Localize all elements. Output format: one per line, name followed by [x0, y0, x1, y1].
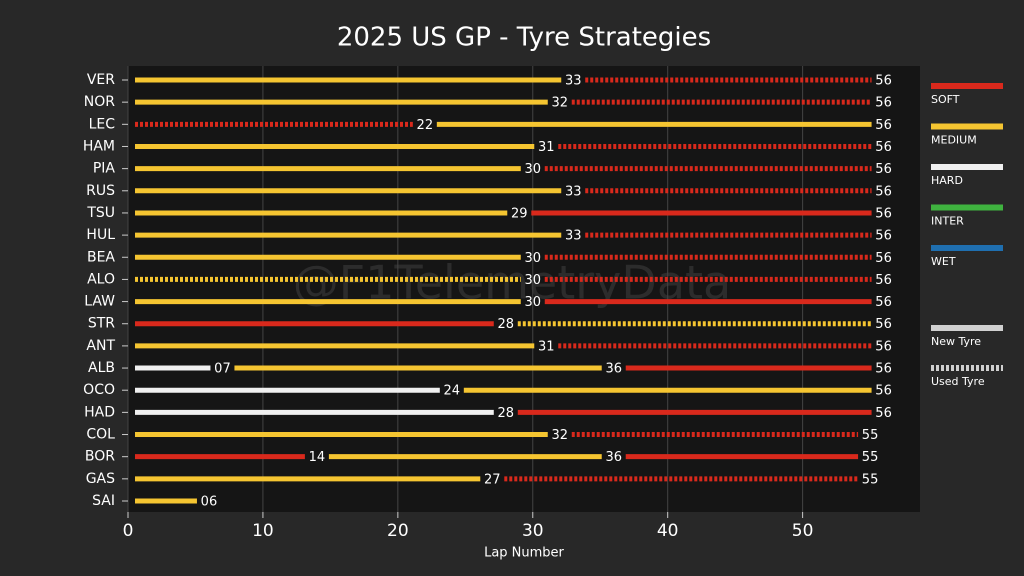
driver-label: OCO — [83, 382, 115, 398]
legend-label: Used Tyre — [931, 375, 985, 388]
stint-end-label: 14 — [309, 450, 326, 465]
driver-label: NOR — [84, 94, 115, 110]
stint-end-label: 56 — [875, 96, 892, 111]
legend-label: INTER — [931, 215, 964, 228]
stint-end-label: 31 — [538, 339, 555, 354]
legend-label: SOFT — [931, 93, 960, 106]
legend-label: HARD — [931, 174, 963, 187]
stint-end-label: 56 — [875, 229, 892, 244]
stint-end-label: 56 — [875, 74, 892, 89]
stint-end-label: 56 — [875, 362, 892, 377]
driver-label: ALB — [88, 360, 115, 376]
stint-end-label: 56 — [875, 140, 892, 155]
driver-label: TSU — [86, 205, 115, 221]
stint-end-label: 28 — [498, 317, 515, 332]
stint-end-label: 28 — [498, 406, 515, 421]
stint-end-label: 33 — [565, 74, 582, 89]
driver-label: ALO — [87, 271, 115, 287]
driver-label: BEA — [87, 249, 115, 265]
stint-end-label: 30 — [524, 273, 541, 288]
stint-end-label: 27 — [484, 472, 501, 487]
driver-label: ANT — [86, 338, 115, 354]
driver-label: LAW — [84, 294, 115, 310]
stint-end-label: 07 — [214, 362, 231, 377]
stint-end-label: 24 — [444, 384, 461, 399]
stint-end-label: 30 — [524, 251, 541, 266]
stint-end-label: 55 — [862, 450, 879, 465]
stint-end-label: 31 — [538, 140, 555, 155]
legend-label: WET — [931, 255, 956, 268]
legend-label: MEDIUM — [931, 134, 977, 147]
stint-end-label: 56 — [875, 251, 892, 266]
x-tick-label: 30 — [522, 521, 544, 541]
driver-label: GAS — [86, 471, 115, 487]
chart-title: 2025 US GP - Tyre Strategies — [337, 23, 711, 53]
stint-end-label: 55 — [862, 428, 879, 443]
stint-end-label: 30 — [524, 295, 541, 310]
driver-label: PIA — [93, 161, 116, 177]
x-tick-label: 0 — [123, 521, 134, 541]
driver-label: HAM — [83, 138, 115, 154]
driver-label: RUS — [86, 183, 115, 199]
stint-end-label: 36 — [605, 450, 622, 465]
x-tick-label: 40 — [657, 521, 679, 541]
stint-end-label: 29 — [511, 206, 528, 221]
stint-end-label: 32 — [551, 96, 568, 111]
stint-end-label: 33 — [565, 229, 582, 244]
driver-label: HAD — [84, 404, 115, 420]
stint-end-label: 56 — [875, 162, 892, 177]
stint-end-label: 56 — [875, 406, 892, 421]
driver-label: COL — [86, 427, 115, 443]
stint-end-label: 56 — [875, 206, 892, 221]
stint-end-label: 30 — [524, 162, 541, 177]
stint-end-label: 32 — [551, 428, 568, 443]
driver-label: STR — [88, 316, 115, 332]
stint-end-label: 56 — [875, 317, 892, 332]
driver-label: SAI — [92, 493, 115, 509]
stint-end-label: 55 — [862, 472, 879, 487]
stint-end-label: 22 — [417, 118, 434, 133]
stint-end-label: 33 — [565, 184, 582, 199]
stint-end-label: 56 — [875, 273, 892, 288]
driver-label: LEC — [89, 116, 116, 132]
driver-label: BOR — [85, 449, 115, 465]
x-axis-label: Lap Number — [484, 546, 564, 561]
driver-label: HUL — [86, 227, 115, 243]
x-tick-label: 20 — [387, 521, 409, 541]
stint-end-label: 56 — [875, 295, 892, 310]
stint-end-label: 56 — [875, 339, 892, 354]
legend-label: New Tyre — [931, 335, 981, 348]
stint-end-label: 56 — [875, 184, 892, 199]
stint-end-label: 56 — [875, 384, 892, 399]
stint-end-label: 06 — [201, 495, 218, 510]
x-tick-label: 50 — [792, 521, 814, 541]
driver-label: VER — [87, 72, 115, 88]
stint-end-label: 36 — [605, 362, 622, 377]
plot-area — [128, 66, 920, 512]
x-tick-label: 10 — [252, 521, 274, 541]
stint-end-label: 56 — [875, 118, 892, 133]
